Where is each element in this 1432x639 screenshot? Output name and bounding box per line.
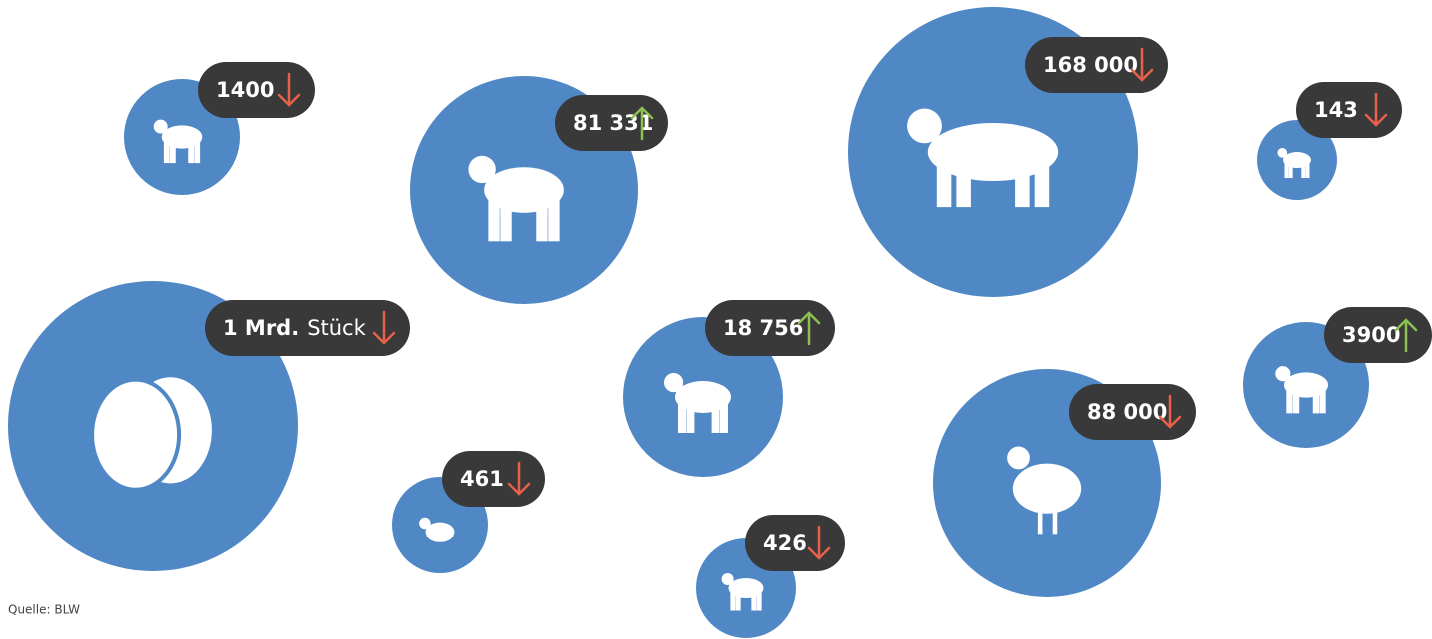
icon-leg xyxy=(1034,152,1050,208)
animal-icon xyxy=(1277,148,1311,178)
icon-leg xyxy=(751,588,757,611)
badge-value: 88 000 xyxy=(1087,400,1167,424)
trend-arrow xyxy=(797,311,821,346)
badge-value: 1 Mrd. xyxy=(223,316,299,340)
icon-head xyxy=(664,373,684,393)
icon-head xyxy=(1277,148,1288,158)
badge-value: 143 xyxy=(1314,98,1358,122)
trend-arrow xyxy=(1394,318,1418,353)
trend-arrow xyxy=(630,106,654,141)
badge-value: 1400 xyxy=(216,78,274,102)
animal-icon xyxy=(1007,446,1082,535)
egg xyxy=(90,377,182,492)
icon-leg xyxy=(448,532,454,537)
icon-leg xyxy=(169,137,176,164)
badge-value: 461 xyxy=(460,467,504,491)
badge xyxy=(705,300,835,356)
icon-leg xyxy=(1052,505,1058,535)
badge-value: 168 000 xyxy=(1043,53,1138,77)
icon-leg xyxy=(444,532,449,537)
icon-leg xyxy=(720,397,728,433)
icon-leg xyxy=(956,152,971,208)
badge-value: 426 xyxy=(763,531,807,555)
icon-leg xyxy=(188,137,195,164)
badge xyxy=(1069,384,1196,440)
icon-leg xyxy=(1286,385,1293,414)
icon-leg xyxy=(1288,160,1293,178)
icon-leg xyxy=(686,397,695,433)
trend-arrow xyxy=(1364,92,1388,127)
source: Quelle: BLW xyxy=(8,603,80,617)
trend-arrow xyxy=(1158,394,1182,429)
icon-leg xyxy=(488,190,500,242)
icon-leg xyxy=(735,588,741,611)
icon-leg xyxy=(1037,505,1043,535)
icon-head xyxy=(1275,366,1291,382)
animal-icon xyxy=(721,573,764,611)
badge xyxy=(198,62,315,118)
icon-leg xyxy=(936,152,952,208)
badge xyxy=(1025,37,1168,93)
icon-leg xyxy=(426,532,432,537)
animal-icon xyxy=(664,373,731,433)
icon-leg xyxy=(1301,160,1306,178)
badge-unit: Stück xyxy=(307,316,366,340)
trend-arrow xyxy=(807,525,831,560)
icon-body xyxy=(425,522,455,542)
icon-leg xyxy=(1015,152,1030,208)
icon-leg xyxy=(500,190,512,242)
icon-leg xyxy=(1319,385,1326,414)
icon-head xyxy=(721,573,734,585)
icon-leg xyxy=(194,137,201,164)
icon-leg xyxy=(1305,160,1310,178)
icon-leg xyxy=(756,588,762,611)
icon-leg xyxy=(163,137,170,164)
animal-icon xyxy=(468,155,564,242)
icon-leg xyxy=(1292,385,1300,414)
icon-leg xyxy=(678,397,686,433)
badge-value: 3900 xyxy=(1342,323,1400,347)
icon-leg xyxy=(711,397,720,433)
icon-leg xyxy=(1284,160,1289,178)
trend-arrow xyxy=(277,72,301,107)
icon-leg xyxy=(548,190,560,242)
icon-body xyxy=(1012,463,1082,514)
icon-head xyxy=(468,155,496,184)
icon-head xyxy=(153,119,168,134)
animal-icon xyxy=(419,517,455,542)
icon-head xyxy=(907,108,942,144)
trend-arrow xyxy=(1130,47,1154,82)
badge xyxy=(205,300,410,356)
trend-arrow xyxy=(507,461,531,496)
icon-leg xyxy=(536,190,548,242)
icon-head xyxy=(419,517,431,530)
badge-value: 81 331 xyxy=(573,111,653,135)
badge-value: 18 756 xyxy=(723,316,803,340)
animal-icon xyxy=(907,108,1059,208)
animal-icon xyxy=(153,119,203,164)
icon-leg xyxy=(730,588,736,611)
icon-leg xyxy=(1312,385,1320,414)
icon-leg xyxy=(431,532,436,537)
animal-icon xyxy=(1275,366,1329,414)
trend-arrow xyxy=(372,310,396,345)
icon-head xyxy=(1007,446,1030,470)
